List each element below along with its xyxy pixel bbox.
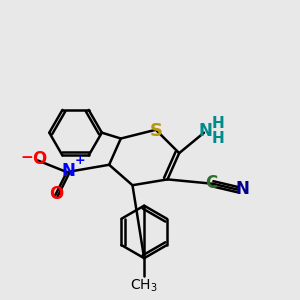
Text: CH$_3$: CH$_3$ — [130, 277, 158, 294]
Text: H: H — [212, 131, 224, 146]
Text: O: O — [50, 185, 64, 203]
Text: H: H — [212, 116, 224, 131]
Text: +: + — [75, 154, 85, 167]
Text: N: N — [61, 162, 75, 180]
Text: −: − — [20, 150, 33, 165]
Text: O: O — [32, 150, 46, 168]
Text: S: S — [150, 122, 163, 140]
Text: C: C — [205, 174, 218, 192]
Text: N: N — [199, 122, 212, 140]
Text: N: N — [235, 180, 249, 198]
